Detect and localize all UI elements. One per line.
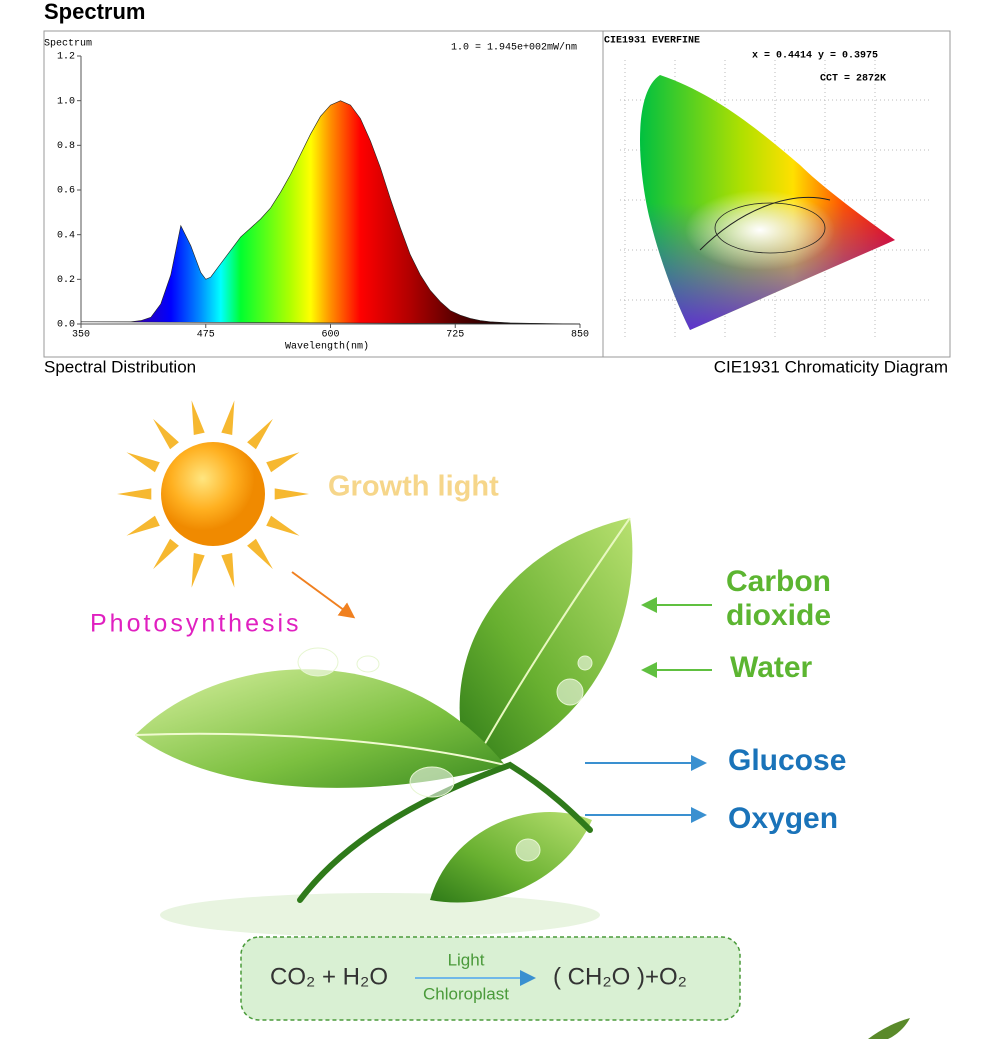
leaf [430,811,592,903]
sun-ray [221,400,235,435]
sun [161,442,265,546]
input-label: Carbon [726,565,831,598]
ground-shadow [160,893,600,937]
leaf [135,669,505,788]
sun-ray [117,488,152,500]
chart-caption: Spectral Distribution [44,357,196,376]
input-label: dioxide [726,599,831,632]
x-tick-label: 725 [446,330,464,341]
leaf-vein [134,732,506,766]
cie-cct: CCT = 2872K [820,74,886,85]
x-tick-label: 850 [571,330,589,341]
photosynthesis: Photosynthesis [90,610,302,638]
equation-condition: Light [448,950,485,969]
spectrum-area [80,100,581,325]
output-label: Oxygen [728,802,838,835]
sun-ray [266,515,300,536]
y-tick-label: 0.8 [57,141,75,152]
sun-ray [153,538,179,570]
x-axis-label: Wavelength(nm) [285,341,369,353]
cie-coordinates: x = 0.4414 y = 0.3975 [752,51,878,62]
sun-ray [126,515,160,536]
sun-arrow [291,571,356,619]
scale-note: 1.0 = 1.945e+002mW/nm [451,42,577,54]
sun-ray [247,538,273,570]
x-tick-label: 350 [72,330,90,341]
stem [297,761,593,903]
y-tick-label: 1.2 [57,52,75,63]
y-tick-label: 0.4 [57,230,75,241]
cie-region [714,202,826,254]
sun-ray [221,553,235,588]
y-tick-label: 0.6 [57,186,75,197]
y-tick-label: 1.0 [57,96,75,107]
cie-white-point [685,190,835,270]
y-tick-label: 0.0 [57,320,75,331]
sun-ray [266,452,300,473]
x-tick-label: 475 [197,330,215,341]
x-tick-label: 600 [321,330,339,341]
corner-leaf [868,1018,910,1039]
sun-ray [274,488,309,500]
y-axis-label: Spectrum [44,39,92,50]
y-tick-label: 0.2 [57,275,75,286]
page-title: Spectrum [44,0,145,24]
water-drops [297,647,593,862]
equation-reactants: CO₂ + H₂O [270,963,388,990]
planckian-locus [699,196,831,251]
growth-light: Growth light [328,471,499,503]
sun-ray [153,418,179,450]
input-label: Water [730,651,813,684]
equation-products: ( CH₂O )+O₂ [553,963,687,990]
equation-condition: Chloroplast [423,984,509,1003]
leaf-vein [469,517,631,771]
cie-title: CIE1931 EVERFINE [604,36,700,47]
sun-ray [247,418,273,450]
cie-caption: CIE1931 Chromaticity Diagram [714,357,948,376]
output-label: Glucose [728,744,846,777]
sun-ray [191,553,205,588]
sun-ray [191,400,205,435]
sun-ray [126,452,160,473]
